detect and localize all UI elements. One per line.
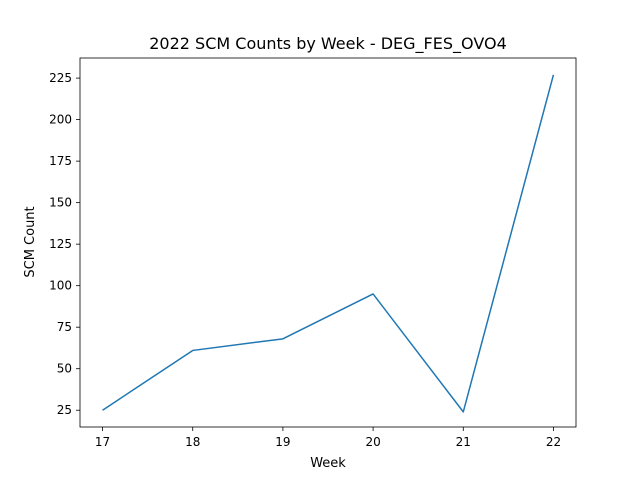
y-tick-label: 200 [49, 113, 72, 127]
y-tick-label: 175 [49, 154, 72, 168]
x-tick-label: 18 [185, 435, 200, 449]
x-tick-label: 21 [456, 435, 471, 449]
x-tick-label: 22 [546, 435, 561, 449]
y-tick-label: 25 [57, 403, 72, 417]
y-tick-label: 50 [57, 362, 72, 376]
y-tick-label: 100 [49, 279, 72, 293]
x-tick-label: 20 [365, 435, 380, 449]
plot-area: 17 18 19 20 21 22 25 50 75 100 125 150 175 200 225 [49, 57, 577, 449]
y-axis-label: SCM Count [23, 206, 38, 277]
axes-frame [79, 57, 577, 428]
series-line-0 [102, 74, 555, 413]
chart-title: 2022 SCM Counts by Week - DEG_FES_OVO4 [149, 34, 507, 54]
x-axis-label: Week [310, 456, 346, 471]
y-tick-label: 150 [49, 196, 72, 210]
x-tick-label: 19 [275, 435, 290, 449]
x-tick-label: 17 [95, 435, 110, 449]
y-tick-label: 125 [49, 237, 72, 251]
y-tick-label: 225 [49, 71, 72, 85]
y-tick-label: 75 [57, 320, 72, 334]
